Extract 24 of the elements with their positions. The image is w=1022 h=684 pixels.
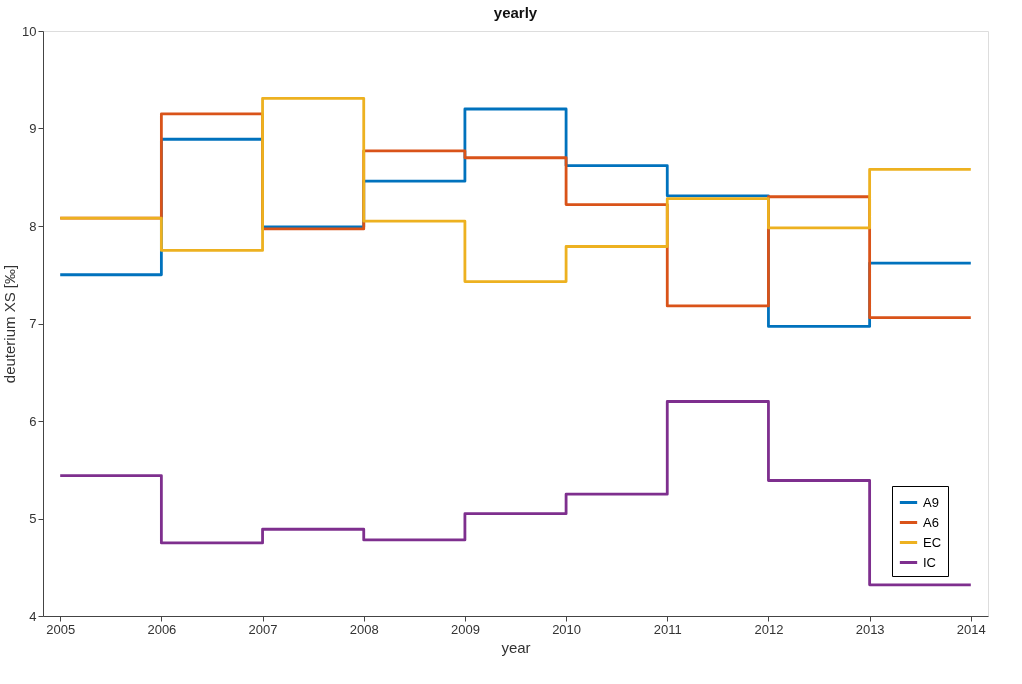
- x-tick-label: 2012: [754, 621, 784, 637]
- y-tick-label: 4: [29, 608, 37, 624]
- y-tick-label: 9: [29, 121, 37, 136]
- legend-label: IC: [923, 554, 936, 570]
- y-axis-title: deuterium XS [‰]: [1, 264, 19, 384]
- chart-title: yearly: [493, 4, 538, 21]
- x-tick-label: 2009: [450, 621, 480, 637]
- x-tick-label: 2014: [956, 621, 986, 637]
- legend-label: A9: [923, 494, 939, 510]
- x-tick-label: 2008: [349, 621, 379, 637]
- y-tick-label: 5: [29, 511, 37, 526]
- x-tick-label: 2010: [552, 621, 582, 637]
- x-tick-label: 2007: [248, 621, 278, 637]
- x-tick-label: 2006: [147, 621, 177, 637]
- legend-label: A6: [923, 514, 939, 530]
- x-tick-label: 2011: [653, 621, 682, 637]
- y-tick-label: 8: [29, 218, 37, 234]
- x-axis-title: year: [501, 638, 531, 656]
- x-tick-label: 2005: [46, 621, 76, 637]
- y-tick-label: 6: [29, 413, 37, 429]
- x-tick-label: 2013: [855, 621, 885, 637]
- y-tick-label: 7: [29, 316, 37, 331]
- y-tick-label: 10: [22, 23, 37, 39]
- legend-label: EC: [923, 534, 942, 550]
